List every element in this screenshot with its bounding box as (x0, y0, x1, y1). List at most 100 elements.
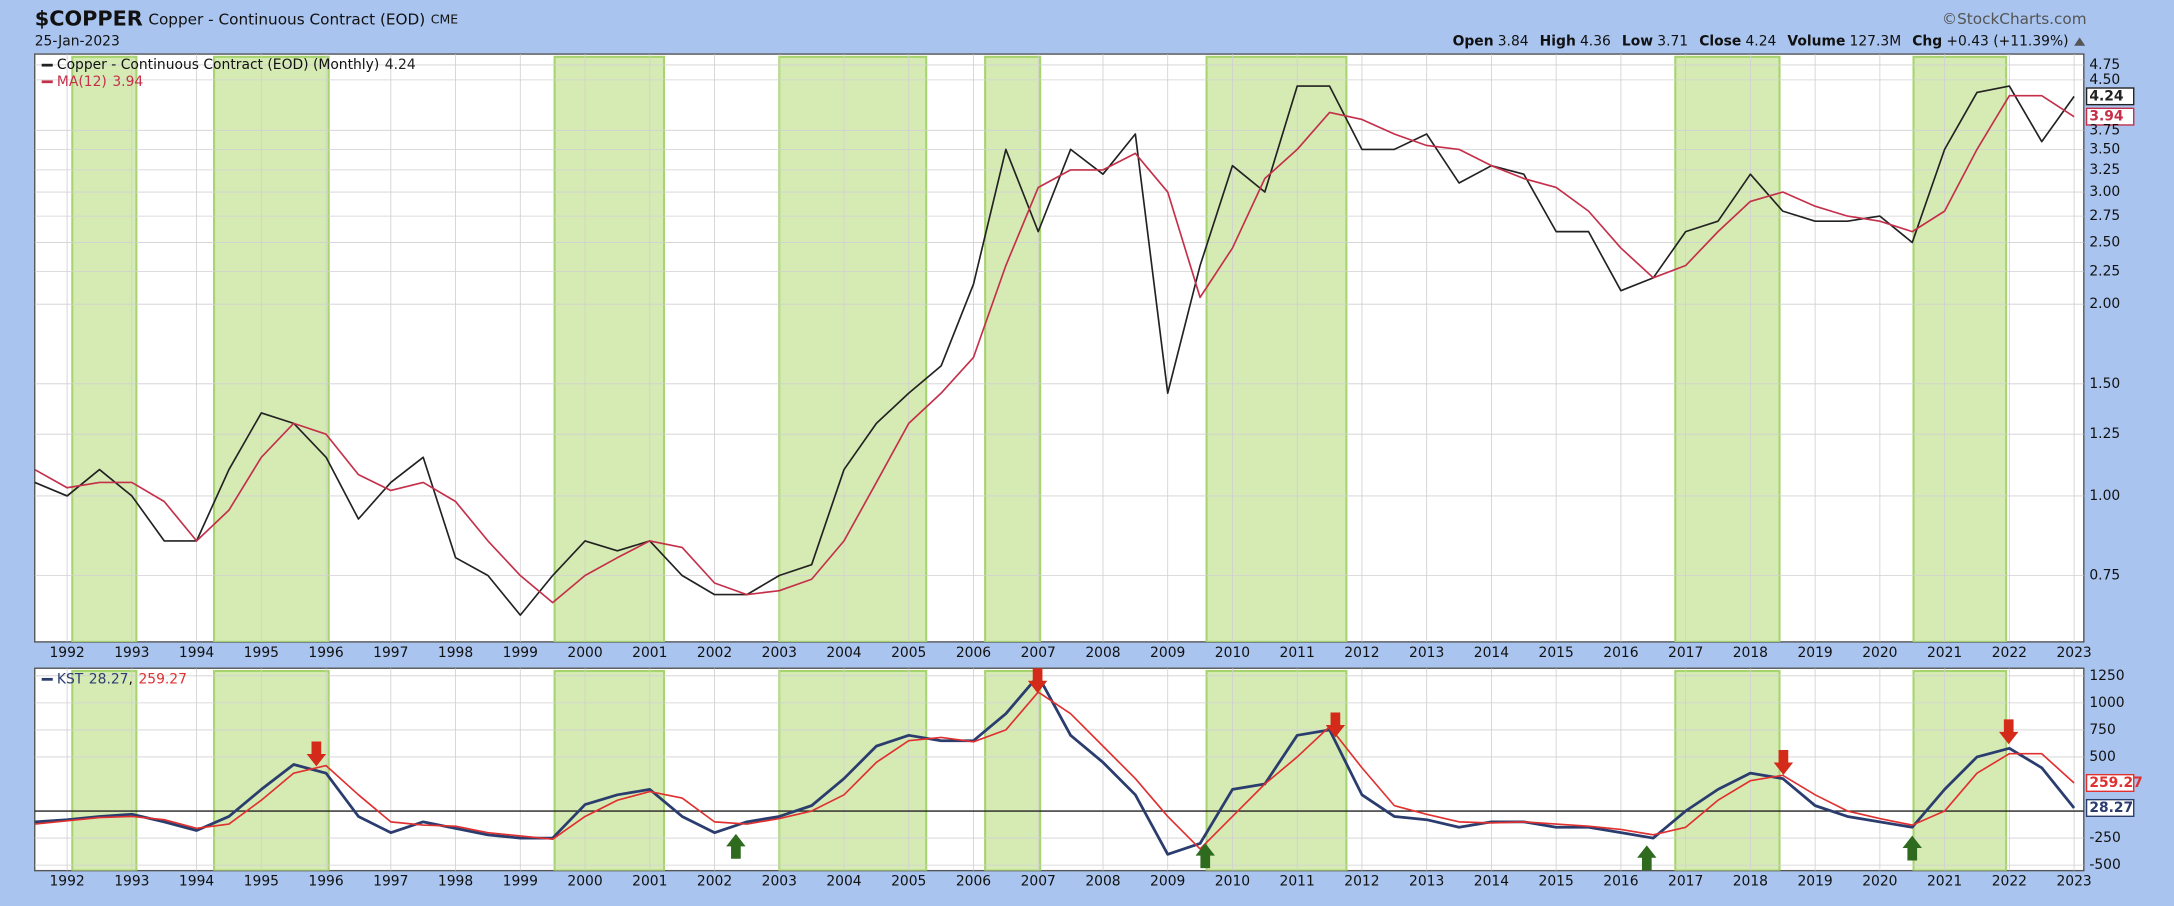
x-tick-label: 2015 (1539, 874, 1574, 890)
highlight (1912, 55, 2008, 642)
exchange: CME (431, 11, 458, 26)
x-tick-label: 2017 (1668, 874, 1703, 890)
stat-value: 3.71 (1657, 34, 1688, 50)
sell-arrow (1773, 750, 1794, 775)
buy-arrow (1902, 835, 1922, 861)
y-tick-label: 3.50 (2089, 141, 2120, 157)
x-tick-label: 2000 (567, 874, 602, 890)
series-line (34, 674, 2076, 856)
x-tick-label: 2016 (1603, 874, 1638, 890)
x-tick-label: 2008 (1085, 645, 1120, 661)
x-tick-label: 2014 (1474, 645, 1509, 661)
y-tick-label: 4.75 (2089, 57, 2120, 73)
last-value-label: 3.94 (2089, 109, 2123, 125)
x-tick-label: 1992 (49, 645, 84, 661)
stat-label: Volume (1787, 34, 1845, 50)
symbol: $COPPER (35, 6, 143, 30)
x-tick-label: 1999 (503, 645, 538, 661)
x-tick-label: 2007 (1021, 874, 1056, 890)
y-tick-label: 1000 (2089, 695, 2124, 711)
last-value-label: 259.27 (2089, 775, 2142, 791)
sell-arrow (306, 741, 327, 767)
stat-value: 4.36 (1580, 34, 1611, 50)
x-tick-label: 2000 (567, 645, 602, 661)
legend-value: 28.27 (89, 671, 129, 687)
highlight (984, 669, 1042, 871)
highlight (1205, 55, 1348, 642)
last-value-box (2085, 773, 2135, 793)
legend-value: 4.24 (385, 57, 416, 73)
x-tick-label: 2012 (1344, 645, 1379, 661)
highlight (71, 669, 138, 871)
legend-separator: , (129, 671, 133, 687)
x-tick-label: 2021 (1927, 645, 1962, 661)
x-tick-label: 2005 (891, 645, 926, 661)
x-tick-label: 2018 (1733, 874, 1768, 890)
stat-value: 3.84 (1498, 34, 1529, 50)
series-line (34, 85, 2075, 616)
stat-label: Open (1453, 34, 1494, 50)
x-tick-label: 2010 (1215, 874, 1250, 890)
legend-value: 259.27 (138, 671, 187, 687)
highlight (984, 55, 1042, 642)
x-tick-label: 1997 (373, 645, 408, 661)
x-tick-label: 2007 (1021, 645, 1056, 661)
highlight (553, 669, 666, 871)
highlight (1674, 669, 1781, 871)
chg-icon (2074, 37, 2086, 46)
x-tick-label: 2019 (1797, 874, 1832, 890)
legend-name: Copper - Continuous Contract (EOD) (Mont… (57, 57, 379, 73)
y-tick-label: 2.25 (2089, 264, 2120, 280)
last-value-box (2085, 87, 2135, 106)
x-tick-label: 2001 (632, 645, 667, 661)
plot-area (34, 668, 2084, 871)
x-tick-label: 2004 (826, 645, 861, 661)
title: $COPPER Copper - Continuous Contract (EOD… (35, 6, 459, 30)
y-tick-label: 1250 (2089, 668, 2124, 684)
x-tick-label: 2022 (1992, 874, 2027, 890)
x-tick-label: 2008 (1085, 874, 1120, 890)
x-tick-label: 2011 (1280, 645, 1315, 661)
y-tick-label: 500 (2089, 749, 2115, 765)
x-tick-label: 2002 (697, 874, 732, 890)
legend-entry: Copper - Continuous Contract (EOD) (Mont… (57, 57, 416, 73)
x-tick-label: 2003 (762, 874, 797, 890)
plot (34, 668, 2135, 871)
x-tick-label: 1995 (244, 874, 279, 890)
x-tick-label: 2018 (1733, 645, 1768, 661)
plot (34, 54, 2135, 642)
highlight (213, 55, 330, 642)
x-tick-label: 2014 (1474, 874, 1509, 890)
plot-area (34, 54, 2084, 642)
x-tick-label: 2020 (1862, 645, 1897, 661)
x-tick-label: 2003 (762, 645, 797, 661)
y-tick-label: 3.00 (2089, 184, 2120, 200)
stat-value: 4.24 (1745, 34, 1776, 50)
x-tick-label: 1994 (179, 874, 214, 890)
x-tick-label: 1994 (179, 645, 214, 661)
series-line (34, 94, 2075, 604)
x-tick-label: 2006 (956, 645, 991, 661)
x-tick-label: 1996 (308, 645, 343, 661)
x-tick-label: 2010 (1215, 645, 1250, 661)
stat-label: Close (1699, 34, 1741, 50)
y-tick-label: 0.75 (2089, 568, 2120, 584)
y-tick-label: 2.75 (2089, 208, 2120, 224)
x-tick-label: 2023 (2056, 874, 2091, 890)
x-tick-label: 1993 (114, 874, 149, 890)
legend-entry: MA(12) 3.94 (57, 74, 143, 90)
x-tick-label: 2005 (891, 874, 926, 890)
legend-value: 3.94 (112, 74, 143, 90)
stat-label: Low (1622, 34, 1653, 50)
x-tick-label: 2002 (697, 645, 732, 661)
buy-arrow (1637, 845, 1657, 871)
legend-name: MA(12) (57, 74, 107, 90)
last-value-box (2085, 107, 2135, 126)
stat-value: 127.3M (1850, 34, 1902, 50)
legend-name: KST (57, 671, 84, 687)
highlight (71, 55, 138, 642)
last-value-label: 4.24 (2089, 88, 2123, 104)
y-tick-label: -250 (2089, 830, 2120, 846)
credit: ©StockCharts.com (1942, 10, 2087, 28)
